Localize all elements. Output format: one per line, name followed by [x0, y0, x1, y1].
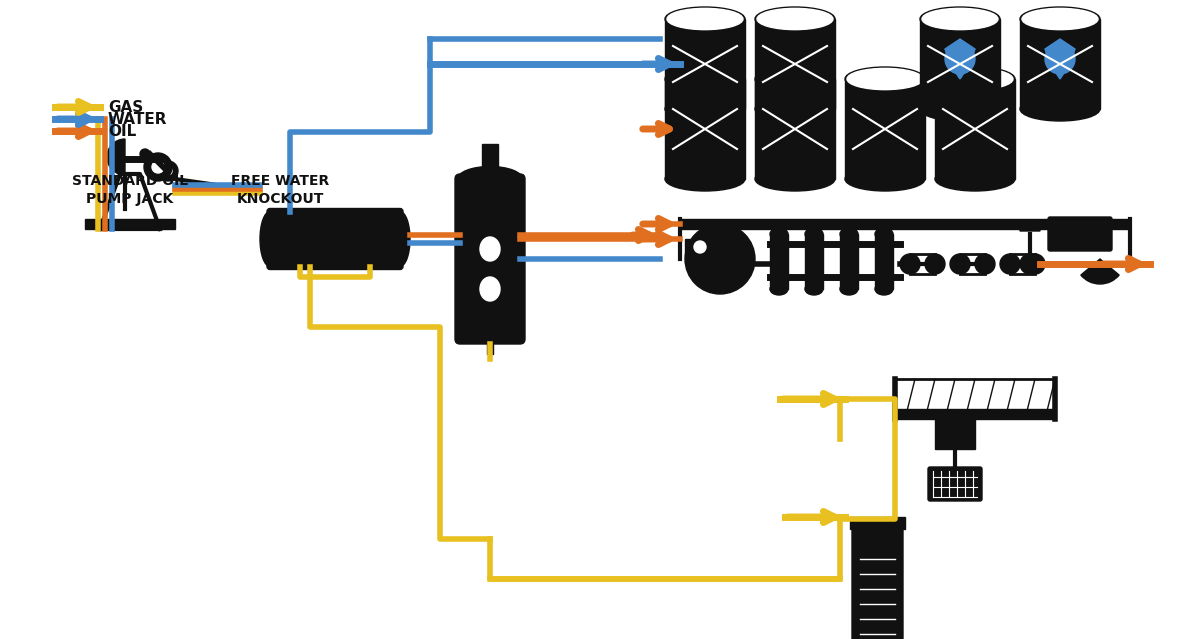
- Ellipse shape: [457, 167, 522, 192]
- Ellipse shape: [260, 212, 280, 266]
- FancyBboxPatch shape: [1048, 217, 1112, 251]
- Polygon shape: [944, 39, 974, 79]
- Ellipse shape: [476, 273, 504, 305]
- Ellipse shape: [667, 68, 743, 89]
- Ellipse shape: [480, 277, 500, 301]
- Bar: [770, 234, 788, 289]
- Bar: [665, 19, 745, 109]
- Circle shape: [694, 241, 706, 253]
- Bar: [665, 79, 745, 179]
- Ellipse shape: [755, 167, 835, 191]
- Bar: [875, 234, 893, 289]
- Circle shape: [900, 254, 920, 274]
- Ellipse shape: [922, 8, 998, 29]
- Circle shape: [164, 167, 172, 175]
- Text: HEATER
TREATER: HEATER TREATER: [455, 174, 524, 206]
- FancyBboxPatch shape: [266, 208, 403, 270]
- Bar: [482, 144, 498, 174]
- Circle shape: [1020, 254, 1040, 274]
- Wedge shape: [1020, 221, 1040, 231]
- Circle shape: [944, 44, 974, 74]
- Bar: [487, 334, 493, 354]
- Text: STANDARD OIL
PUMP JACK: STANDARD OIL PUMP JACK: [72, 174, 188, 206]
- Circle shape: [925, 254, 944, 274]
- Circle shape: [974, 254, 995, 274]
- Bar: [85, 219, 175, 229]
- Ellipse shape: [755, 67, 835, 91]
- Ellipse shape: [755, 7, 835, 31]
- Circle shape: [1000, 254, 1020, 274]
- Ellipse shape: [665, 7, 745, 31]
- Ellipse shape: [755, 97, 835, 121]
- Ellipse shape: [665, 67, 745, 91]
- Ellipse shape: [847, 68, 923, 89]
- FancyBboxPatch shape: [455, 174, 524, 344]
- Text: GAS: GAS: [108, 100, 143, 114]
- Bar: [755, 19, 835, 109]
- Ellipse shape: [770, 283, 788, 295]
- Ellipse shape: [840, 283, 858, 295]
- Ellipse shape: [476, 233, 504, 265]
- Ellipse shape: [935, 67, 1015, 91]
- Ellipse shape: [757, 68, 833, 89]
- Ellipse shape: [845, 67, 925, 91]
- Bar: [895, 409, 1055, 419]
- Bar: [920, 19, 1000, 109]
- Ellipse shape: [805, 228, 823, 240]
- Ellipse shape: [665, 167, 745, 191]
- Ellipse shape: [667, 8, 743, 29]
- Bar: [755, 79, 835, 179]
- Circle shape: [158, 161, 178, 181]
- Bar: [840, 234, 858, 289]
- Text: WATER: WATER: [108, 111, 168, 127]
- Ellipse shape: [1022, 8, 1098, 29]
- Ellipse shape: [935, 167, 1015, 191]
- Bar: [1020, 19, 1100, 109]
- Circle shape: [144, 153, 172, 181]
- Bar: [685, 239, 715, 254]
- Ellipse shape: [1020, 97, 1100, 121]
- Ellipse shape: [920, 7, 1000, 31]
- Wedge shape: [1081, 259, 1120, 284]
- Bar: [845, 79, 925, 179]
- Ellipse shape: [937, 68, 1013, 89]
- Polygon shape: [1045, 39, 1075, 79]
- Circle shape: [1025, 254, 1045, 274]
- Bar: [935, 419, 974, 449]
- Ellipse shape: [920, 97, 1000, 121]
- FancyBboxPatch shape: [928, 467, 982, 501]
- FancyBboxPatch shape: [852, 526, 902, 639]
- Text: OIL: OIL: [108, 123, 137, 139]
- Ellipse shape: [390, 212, 410, 266]
- Circle shape: [1045, 44, 1075, 74]
- Ellipse shape: [665, 97, 745, 121]
- Text: FREE WATER
KNOCKOUT: FREE WATER KNOCKOUT: [230, 174, 329, 206]
- Ellipse shape: [845, 167, 925, 191]
- Bar: [935, 79, 1015, 179]
- Ellipse shape: [875, 228, 893, 240]
- Ellipse shape: [840, 228, 858, 240]
- Ellipse shape: [875, 283, 893, 295]
- Circle shape: [140, 149, 150, 159]
- Ellipse shape: [770, 228, 788, 240]
- Ellipse shape: [1020, 7, 1100, 31]
- Wedge shape: [107, 139, 125, 175]
- Ellipse shape: [757, 8, 833, 29]
- Ellipse shape: [480, 237, 500, 261]
- Bar: [680, 219, 1130, 229]
- Circle shape: [685, 224, 755, 294]
- Circle shape: [152, 161, 164, 173]
- Ellipse shape: [805, 283, 823, 295]
- Bar: [805, 234, 823, 289]
- Circle shape: [950, 254, 970, 274]
- Bar: [850, 517, 905, 529]
